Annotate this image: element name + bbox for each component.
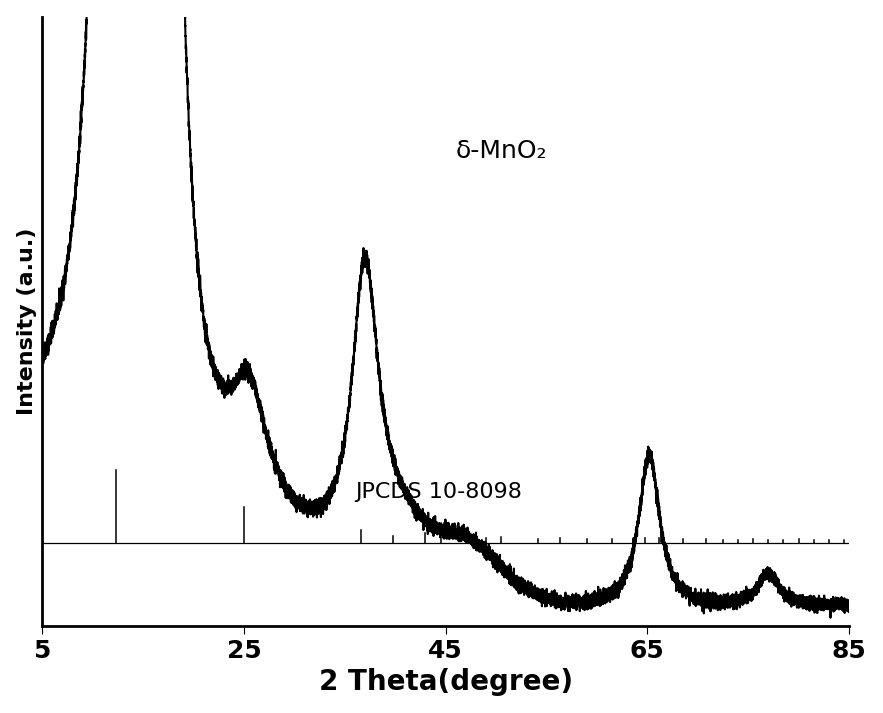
Y-axis label: Intensity (a.u.): Intensity (a.u.): [17, 227, 37, 415]
Text: JPCDS 10-8098: JPCDS 10-8098: [355, 481, 522, 502]
X-axis label: 2 Theta(degree): 2 Theta(degree): [319, 668, 573, 697]
Text: δ-MnO₂: δ-MnO₂: [456, 138, 547, 163]
